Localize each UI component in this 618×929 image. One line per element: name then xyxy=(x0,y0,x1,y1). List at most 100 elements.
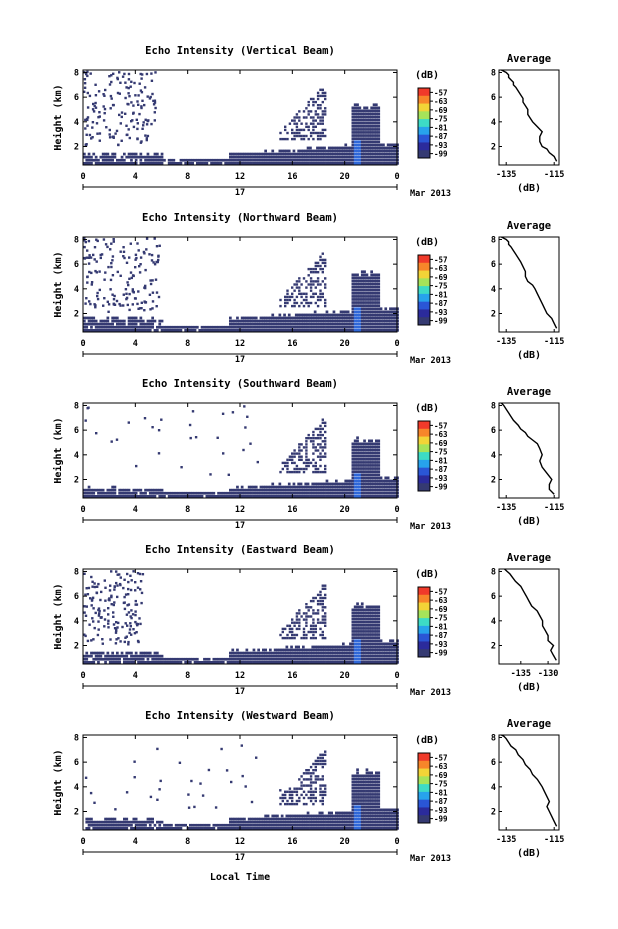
echo-cell xyxy=(92,657,96,661)
echo-cell xyxy=(116,162,119,165)
echo-cell xyxy=(124,636,127,639)
echo-cell xyxy=(342,814,345,818)
echo-cell xyxy=(316,621,320,624)
echo-cell xyxy=(111,491,114,495)
echo-cell xyxy=(224,162,227,165)
echo-cell xyxy=(259,661,263,664)
echo-cell xyxy=(109,278,113,282)
echo-cell xyxy=(280,491,284,495)
echo-cell xyxy=(299,155,303,159)
echo-cell xyxy=(363,464,366,467)
echo-cell xyxy=(294,152,298,156)
echo-cell xyxy=(150,72,153,75)
colorbar-tick-label: -63 xyxy=(434,430,448,439)
echo-cell xyxy=(356,143,359,147)
echo-cell xyxy=(172,158,176,162)
colorbar-tick-label: -81 xyxy=(434,456,448,465)
echo-cell xyxy=(116,654,119,658)
echo-cell xyxy=(125,820,129,824)
echo-cell xyxy=(148,495,152,498)
echo-cell xyxy=(106,322,110,326)
echo-cell xyxy=(344,651,348,655)
echo-cell xyxy=(156,152,159,156)
echo-cell xyxy=(90,319,93,323)
echo-cell xyxy=(311,158,315,162)
echo-cell xyxy=(229,325,232,329)
echo-cell xyxy=(323,661,326,664)
echo-cell xyxy=(283,325,286,329)
echo-cell xyxy=(356,823,359,827)
echo-cell xyxy=(148,322,152,326)
echo-cell xyxy=(363,639,366,643)
echo-cell xyxy=(363,808,366,812)
echo-cell xyxy=(358,467,362,470)
echo-cell xyxy=(365,292,369,295)
echo-cell xyxy=(353,639,357,643)
echo-cell xyxy=(132,488,136,492)
echo-cell xyxy=(139,820,143,824)
echo-cell xyxy=(332,316,336,320)
echo-cell xyxy=(365,774,369,778)
echo-cell xyxy=(156,827,159,830)
echo-cell xyxy=(363,292,366,295)
echo-cell xyxy=(365,140,369,144)
echo-cell xyxy=(351,636,355,639)
profile-y-tick-label: 6 xyxy=(491,93,496,103)
echo-cell xyxy=(157,258,160,262)
echo-cell xyxy=(149,308,152,311)
echo-cell xyxy=(351,329,355,332)
echo-cell xyxy=(288,796,292,800)
profile-line xyxy=(501,69,558,162)
echo-cell xyxy=(386,661,390,664)
echo-cell xyxy=(375,128,378,131)
echo-cell xyxy=(313,645,317,649)
echo-cell xyxy=(247,817,251,821)
echo-cell xyxy=(321,630,324,634)
echo-cell xyxy=(346,827,350,830)
echo-cell xyxy=(83,319,86,323)
echo-cell xyxy=(311,149,315,153)
echo-cell xyxy=(375,103,378,107)
echo-cell xyxy=(356,137,359,140)
echo-cell xyxy=(252,155,256,159)
echo-cell xyxy=(86,639,90,643)
echo-cell xyxy=(193,329,197,332)
echo-cell xyxy=(214,657,218,661)
echo-cell xyxy=(238,820,242,824)
echo-cell xyxy=(375,285,378,289)
echo-cell xyxy=(271,158,275,162)
echo-cell xyxy=(104,599,107,602)
echo-cell xyxy=(330,322,333,326)
echo-cell xyxy=(242,448,245,452)
echo-cell xyxy=(319,107,322,110)
echo-cell xyxy=(252,657,256,661)
echo-cell xyxy=(370,805,373,809)
echo-cell xyxy=(291,295,294,299)
echo-cell xyxy=(353,488,357,492)
echo-cell xyxy=(110,74,113,77)
echo-cell xyxy=(321,784,324,787)
echo-cell xyxy=(106,158,110,162)
echo-cell xyxy=(377,276,381,280)
echo-cell xyxy=(312,430,315,434)
echo-cell xyxy=(349,146,352,150)
echo-cell xyxy=(130,491,133,495)
echo-cell xyxy=(219,657,223,661)
echo-cell xyxy=(226,158,230,162)
echo-cell xyxy=(386,820,390,824)
echo-cell xyxy=(339,485,343,489)
echo-cell xyxy=(172,162,176,165)
echo-cell xyxy=(137,249,140,252)
echo-cell xyxy=(391,158,395,162)
echo-cell xyxy=(287,823,291,827)
echo-cell xyxy=(135,464,138,468)
echo-cell xyxy=(368,620,371,624)
echo-cell xyxy=(286,131,289,135)
echo-cell xyxy=(117,621,120,625)
echo-cell xyxy=(321,433,324,437)
echo-cell xyxy=(382,651,385,655)
echo-cell xyxy=(302,657,305,661)
echo-cell xyxy=(294,495,298,498)
echo-cell xyxy=(224,823,227,827)
echo-cell xyxy=(264,325,267,329)
